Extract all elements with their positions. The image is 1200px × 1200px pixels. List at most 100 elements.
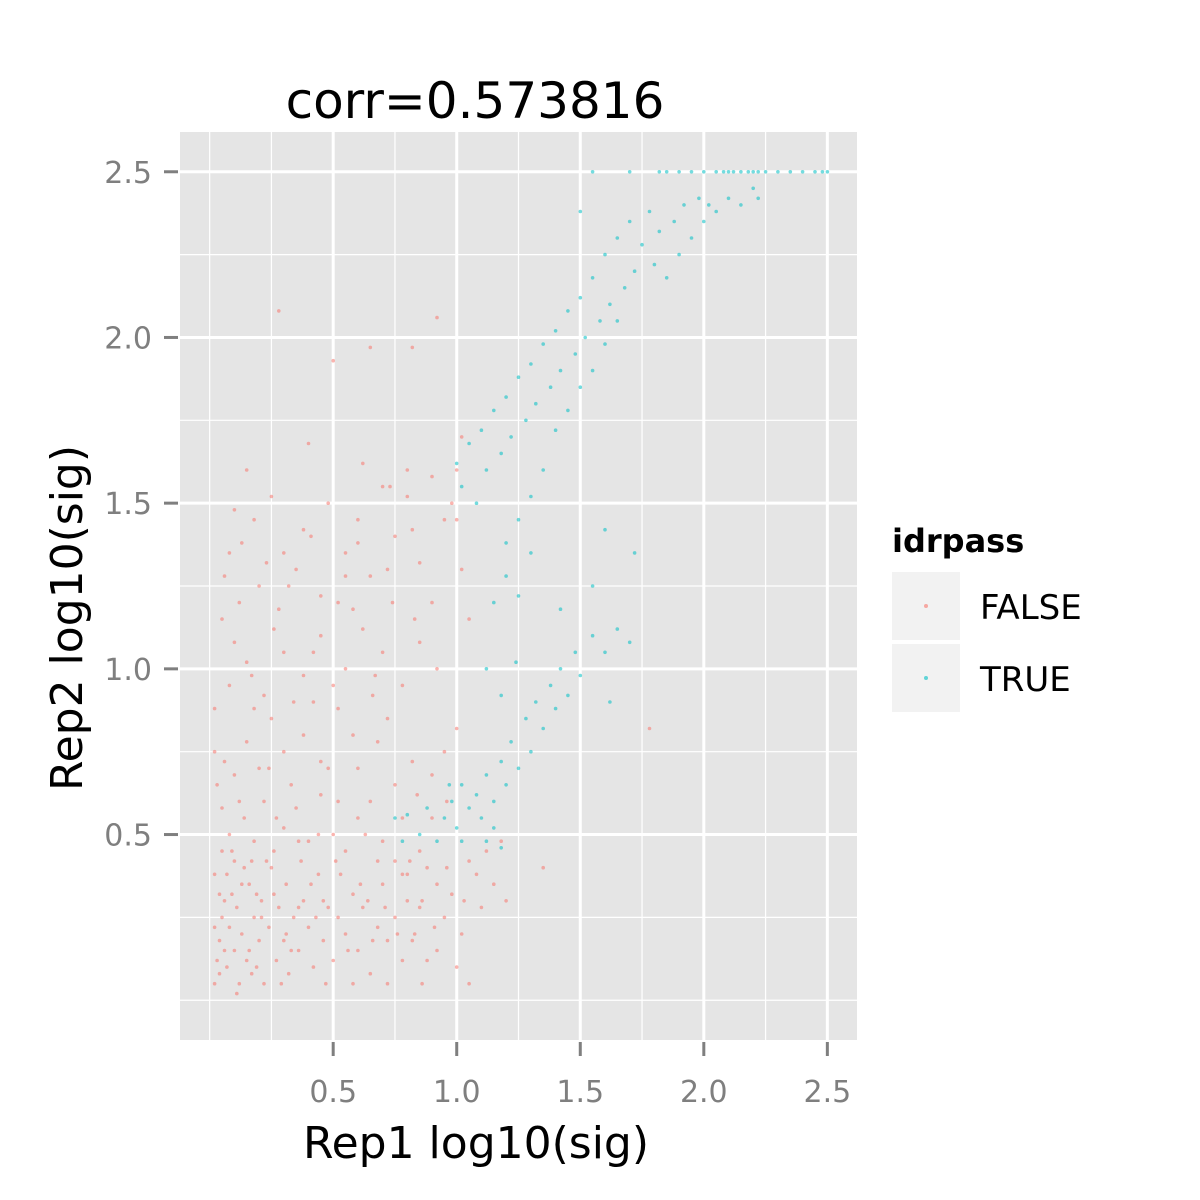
data-point-false	[388, 484, 392, 489]
data-point-false	[417, 905, 422, 910]
data-point-true	[516, 594, 521, 598]
data-point-true	[558, 607, 563, 611]
chart-title: corr=0.573816	[286, 72, 665, 130]
data-point-false	[417, 640, 422, 645]
data-point-true	[573, 352, 578, 356]
data-point-true	[689, 236, 694, 240]
y-tick-label: 1.5	[104, 487, 152, 522]
data-point-false	[432, 925, 437, 930]
data-point-false	[393, 859, 397, 863]
data-point-false	[324, 981, 328, 986]
data-point-false	[212, 925, 217, 930]
data-point-false	[230, 892, 234, 896]
data-point-true	[608, 302, 612, 307]
data-point-true	[603, 342, 607, 346]
data-point-false	[316, 832, 321, 837]
data-point-true	[813, 170, 817, 174]
data-point-false	[262, 799, 266, 804]
data-point-false	[417, 849, 422, 853]
data-point-false	[321, 938, 326, 943]
data-point-false	[375, 925, 380, 930]
data-point-true	[484, 667, 489, 671]
data-point-true	[553, 428, 558, 433]
data-point-false	[319, 759, 323, 764]
data-point-true	[590, 276, 595, 280]
data-point-false	[311, 650, 316, 655]
data-point-false	[363, 832, 368, 837]
data-point-true	[529, 551, 533, 555]
data-point-false	[247, 882, 251, 886]
data-point-false	[395, 932, 400, 936]
data-point-false	[301, 899, 306, 903]
data-point-false	[336, 915, 340, 920]
data-point-true	[534, 401, 538, 406]
data-point-false	[454, 517, 459, 522]
data-point-true	[558, 368, 563, 373]
data-point-false	[435, 315, 439, 320]
data-point-false	[435, 948, 439, 953]
data-point-false	[400, 683, 405, 688]
data-point-false	[467, 981, 471, 986]
data-point-false	[212, 981, 217, 986]
data-point-false	[405, 468, 410, 472]
data-point-false	[227, 832, 232, 837]
data-point-true	[598, 319, 602, 323]
legend-entry-true: TRUE	[892, 644, 1071, 712]
data-point-false	[252, 839, 256, 843]
data-point-false	[259, 915, 264, 920]
data-point-true	[578, 295, 583, 300]
data-point-false	[430, 773, 434, 777]
data-point-false	[237, 981, 242, 986]
data-point-false	[227, 925, 232, 930]
data-point-true	[647, 209, 652, 214]
data-point-false	[252, 706, 256, 711]
data-point-true	[682, 203, 686, 207]
data-point-false	[274, 958, 279, 963]
data-point-true	[499, 693, 504, 698]
data-point-false	[356, 816, 360, 820]
data-point-false	[393, 783, 397, 787]
data-point-false	[217, 938, 222, 943]
legend: idrpass FALSE TRUE	[892, 522, 1082, 712]
data-point-false	[450, 892, 454, 896]
data-point-false	[264, 859, 269, 863]
data-point-false	[220, 617, 224, 621]
data-point-false	[408, 859, 412, 863]
data-point-false	[393, 915, 397, 920]
data-point-false	[220, 915, 224, 920]
data-point-false	[385, 981, 390, 986]
data-point-false	[435, 667, 439, 671]
data-point-true	[553, 706, 558, 711]
data-point-true	[566, 408, 570, 413]
data-point-false	[259, 899, 264, 903]
y-tick-label: 0.5	[104, 819, 152, 854]
data-point-false	[284, 882, 289, 886]
data-point-false	[286, 971, 291, 976]
data-point-false	[244, 958, 249, 963]
legend-dot-true	[924, 676, 928, 680]
data-point-false	[296, 948, 301, 953]
data-point-false	[326, 501, 331, 506]
data-point-false	[291, 700, 296, 704]
data-point-false	[242, 865, 246, 870]
x-tick-label: 0.5	[309, 1075, 357, 1110]
data-point-true	[615, 627, 620, 631]
data-point-false	[445, 799, 449, 804]
legend-label-true: TRUE	[979, 660, 1071, 700]
data-point-false	[343, 667, 348, 671]
data-point-false	[410, 759, 415, 764]
data-point-false	[412, 932, 417, 936]
data-point-false	[264, 561, 269, 565]
data-point-false	[459, 435, 464, 439]
data-point-false	[306, 925, 311, 930]
data-point-false	[257, 938, 261, 943]
data-point-false	[405, 899, 410, 903]
data-point-true	[514, 660, 518, 664]
data-point-false	[504, 899, 508, 903]
data-point-false	[232, 948, 237, 953]
data-point-false	[326, 905, 331, 910]
data-point-true	[524, 418, 528, 423]
data-point-false	[331, 683, 336, 688]
y-axis: 0.5 1.0 1.5 2.0 2.5	[104, 156, 178, 854]
